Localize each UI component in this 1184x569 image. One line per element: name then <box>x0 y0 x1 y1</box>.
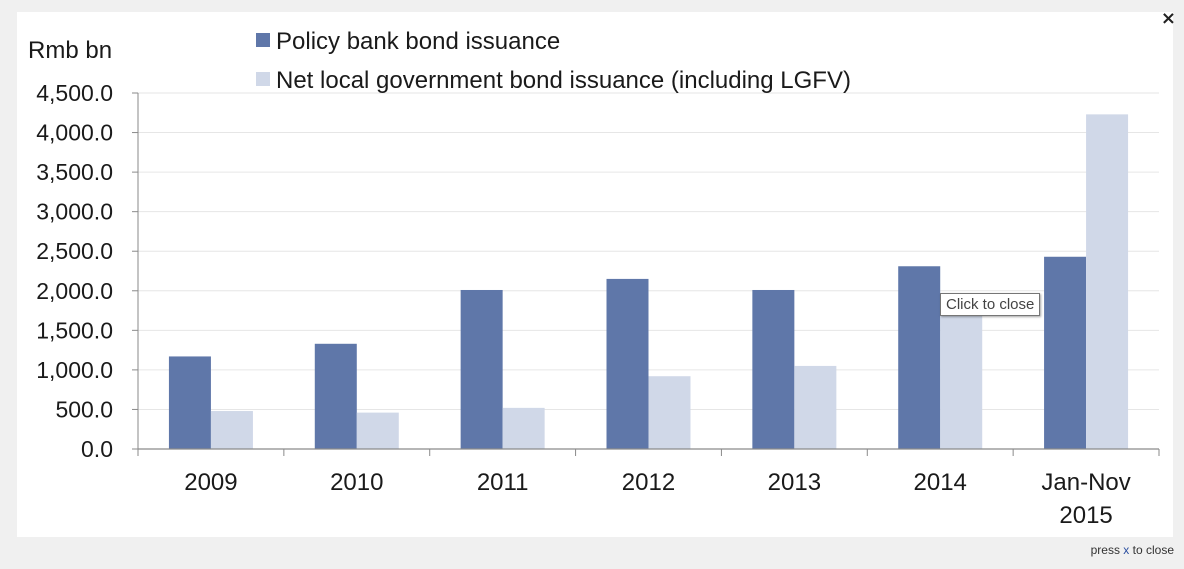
bar-local-government <box>648 376 691 449</box>
bar-local-government <box>210 411 253 449</box>
bar-local-government <box>794 365 837 449</box>
x-tick-label: 2013 <box>768 469 821 496</box>
footer-key: x <box>1123 543 1130 557</box>
bars <box>168 114 1129 450</box>
y-tick-label: 3,000.0 <box>36 199 113 225</box>
bar-local-government <box>940 312 983 449</box>
footer-suffix: to close <box>1129 543 1174 557</box>
bar-policy-bank <box>314 343 357 449</box>
x-tick-label: Jan-Nov <box>1041 469 1130 496</box>
y-tick-label: 4,000.0 <box>36 120 113 146</box>
y-tick-label: 1,000.0 <box>36 357 113 383</box>
bar-policy-bank <box>1044 256 1087 449</box>
bar-policy-bank <box>460 289 503 449</box>
y-tick-label: 1,500.0 <box>36 317 113 343</box>
legend-swatch <box>256 72 270 86</box>
bar-policy-bank <box>606 278 649 449</box>
legend-swatch <box>256 33 270 47</box>
x-tick-label: 2010 <box>330 469 383 496</box>
click-to-close-tooltip[interactable]: Click to close <box>940 293 1041 316</box>
legend-label: Net local government bond issuance (incl… <box>276 67 851 94</box>
y-tick-label: 3,500.0 <box>36 159 113 185</box>
bar-local-government <box>502 407 545 449</box>
y-tick-label: 500.0 <box>55 396 113 422</box>
x-tick-label: 2009 <box>184 469 237 496</box>
legend-label: Policy bank bond issuance <box>276 28 560 55</box>
x-tick-label: 2014 <box>914 469 967 496</box>
y-tick-label: 2,500.0 <box>36 238 113 264</box>
x-tick-label: 2012 <box>622 469 675 496</box>
footer-prefix: press <box>1090 543 1124 557</box>
bar-policy-bank <box>898 266 941 449</box>
bar-local-government <box>356 412 399 449</box>
x-tick-label: 2015 <box>1059 502 1112 529</box>
footer-hint: press x to close <box>1091 543 1174 557</box>
y-axis-label: Rmb bn <box>28 37 112 64</box>
axes: 0.0 500.0 1,000.0 1,500.0 2,000.0 2,500.0 3,00… <box>36 80 1160 529</box>
close-icon[interactable]: × <box>1160 8 1176 29</box>
y-tick-label: 0.0 <box>81 436 113 462</box>
bar-local-government <box>1086 114 1129 450</box>
legend: Policy bank bond issuance Net local gover… <box>256 28 851 94</box>
x-tick-label: 2011 <box>477 469 529 496</box>
y-tick-label: 2,000.0 <box>36 278 113 304</box>
bar-policy-bank <box>168 356 211 449</box>
y-tick-label: 4,500.0 <box>36 80 113 106</box>
bar-policy-bank <box>752 289 795 449</box>
